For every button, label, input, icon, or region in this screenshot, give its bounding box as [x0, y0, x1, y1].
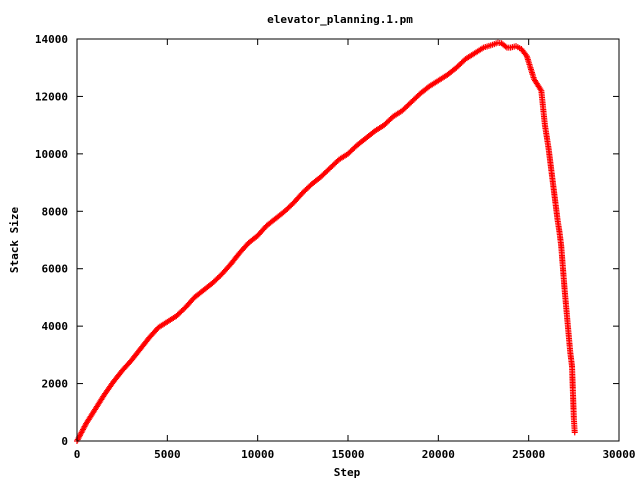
y-tick-label: 2000: [42, 378, 69, 391]
data-points: [74, 39, 578, 444]
y-tick-label: 0: [61, 435, 68, 448]
chart-title: elevator_planning.1.pm: [267, 13, 413, 26]
y-tick-labels: 0 2000 4000 6000 8000 10000 12000 14000: [35, 33, 68, 448]
x-tick-label: 15000: [331, 448, 364, 461]
x-tick-labels: 0 5000 10000 15000 20000 25000 30000: [74, 448, 636, 461]
x-tick-label: 5000: [154, 448, 181, 461]
data-point: [571, 429, 578, 436]
plot-frame: [76, 38, 620, 442]
y-tick-label: 12000: [35, 90, 68, 103]
y-tick-label: 10000: [35, 148, 68, 161]
data-point-fill: [502, 43, 509, 50]
y-tick-label: 6000: [42, 263, 69, 276]
x-tick-label: 25000: [512, 448, 545, 461]
x-tick-label: 30000: [602, 448, 635, 461]
x-tick-label: 10000: [241, 448, 274, 461]
x-tick-label: 20000: [422, 448, 455, 461]
axis-ticks: [76, 38, 620, 442]
y-tick-label: 8000: [42, 205, 69, 218]
y-tick-label: 4000: [42, 320, 69, 333]
y-axis-label: Stack Size: [8, 207, 21, 274]
x-axis-label: Step: [334, 466, 361, 479]
x-tick-label: 0: [74, 448, 81, 461]
y-tick-label: 14000: [35, 33, 68, 46]
